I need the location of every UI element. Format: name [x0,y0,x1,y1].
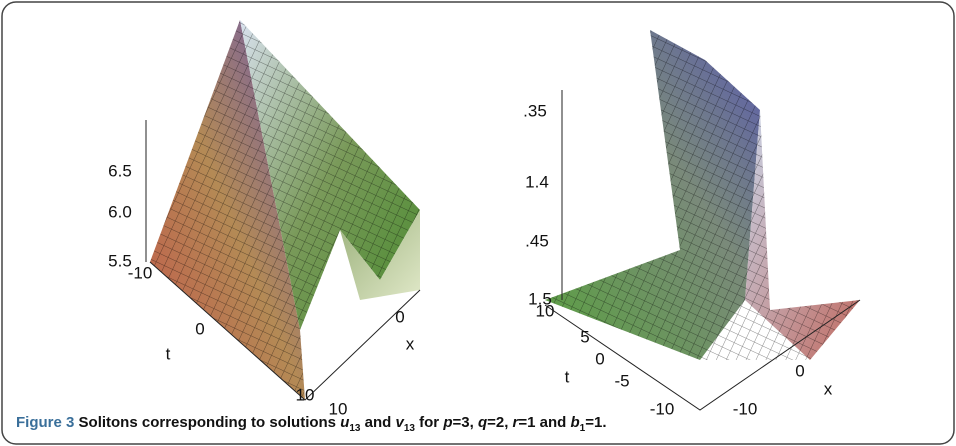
axis-tick-label: x [824,379,833,398]
axis-tick-label: t [166,344,171,363]
axis-tick-label: 0 [195,319,204,338]
axis-tick-label: 0 [595,349,604,368]
caption-text: 13 [403,423,415,434]
axis-tick-label: 6.0 [108,202,132,221]
left-surface [145,20,421,401]
caption-text: for [414,414,444,431]
axis-tick-label: 0 [395,307,404,326]
axis-tick-label: -10 [733,399,758,418]
caption-text: q [477,414,488,431]
axis-tick-label: -10 [128,263,153,282]
caption-text: 1 [579,423,586,434]
caption-text: v [395,414,404,431]
axis-tick-label: 0 [795,361,804,380]
axis-tick-label: -5 [614,371,629,390]
right-surface [544,30,861,411]
caption-text: =3, [452,414,478,431]
axis-tick-label: x [406,334,415,353]
axis-tick-label: 10 [536,301,555,320]
caption-text: =2, [487,414,513,431]
caption-text: u [340,414,350,431]
axis-tick-label: .35 [523,101,547,120]
axis-tick-label: -10 [650,399,675,418]
caption-text: =1. [585,414,607,431]
caption-text: =1 and [518,414,571,431]
caption-text: Solitons corresponding to solutions [74,414,341,431]
caption-text: r [512,414,519,431]
axis-tick-label: 1.5 [528,289,552,308]
caption-text: and [360,414,396,431]
axis-tick-label: 10 [329,399,348,418]
caption-text: p [443,414,453,431]
caption-text: b [570,414,580,431]
caption-text: 13 [349,423,361,434]
caption-text: Figure 3 [16,414,75,431]
axis-tick-label: 5.5 [108,251,132,270]
axis-tick-label: 6.5 [108,161,132,180]
figure-caption: Figure 3 Solitons corresponding to solut… [16,414,607,434]
axis-tick-label: 10 [296,385,315,404]
axis-tick-label: 5 [580,327,589,346]
axis-tick-label: .45 [525,231,549,250]
axis-tick-label: t [565,367,570,386]
axis-tick-label: 1.4 [525,172,549,191]
